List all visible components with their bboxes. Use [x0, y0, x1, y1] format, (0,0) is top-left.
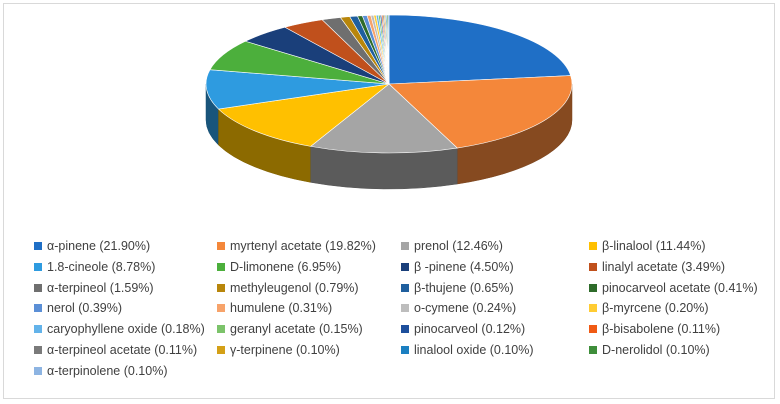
- legend-swatch: [401, 346, 409, 354]
- legend-swatch: [34, 262, 42, 271]
- legend-label: α-pinene (21.90%): [47, 239, 151, 253]
- legend-swatch: [217, 242, 225, 250]
- legend-item: 1.8-cineole (8.78%): [34, 258, 155, 276]
- legend-swatch: [589, 325, 597, 334]
- legend-label: pinocarveol (0.12%): [414, 322, 526, 337]
- legend-item: β-thujene (0.65%): [401, 279, 514, 297]
- legend-swatch: [589, 262, 597, 271]
- pie-slice-2: [309, 83, 458, 154]
- legend-label: D-nerolidol (0.10%): [602, 343, 710, 357]
- legend-item: β-linalool (11.44%): [589, 237, 706, 255]
- pie-slice-1: [388, 75, 573, 149]
- legend-item: caryophyllene oxide (0.18%): [34, 320, 205, 338]
- legend-item: D-nerolidol (0.10%): [589, 341, 710, 359]
- legend-swatch: [401, 242, 409, 250]
- legend-item: nerol (0.39%): [34, 299, 122, 317]
- legend-label: 1.8-cineole (8.78%): [47, 259, 156, 274]
- legend-item: pinocarveol (0.12%): [401, 320, 525, 338]
- legend-swatch: [217, 346, 225, 354]
- legend-swatch: [401, 325, 409, 334]
- legend-label: o-cymene (0.24%): [414, 301, 517, 316]
- legend-label: β-bisabolene (0.11%): [602, 322, 721, 337]
- legend-label: pinocarveol acetate (0.41%): [602, 280, 758, 295]
- legend-item: linalool oxide (0.10%): [401, 341, 534, 359]
- legend-label: α-terpinolene (0.10%): [47, 363, 168, 378]
- legend-item: linalyl acetate (3.49%): [589, 258, 725, 276]
- legend-item: myrtenyl acetate (19.82%): [217, 237, 376, 255]
- legend-label: myrtenyl acetate (19.82%): [230, 239, 376, 253]
- pie-slice-3: [217, 83, 391, 147]
- legend-label: linalool oxide (0.10%): [414, 343, 534, 357]
- legend-label: β -pinene (4.50%): [414, 259, 514, 274]
- legend-item: D-limonene (6.95%): [217, 258, 341, 276]
- pie-slice-4: [205, 69, 390, 110]
- legend-label: D-limonene (6.95%): [230, 259, 342, 274]
- legend-swatch: [589, 242, 597, 250]
- pie-slice-0: [388, 14, 572, 85]
- legend-item: methyleugenol (0.79%): [217, 279, 359, 297]
- legend-label: α-terpineol (1.59%): [47, 280, 154, 295]
- legend-swatch: [34, 366, 42, 375]
- legend-item: α-terpinolene (0.10%): [34, 362, 167, 380]
- legend-item: α-pinene (21.90%): [34, 237, 150, 255]
- legend-item: β-myrcene (0.20%): [589, 299, 709, 317]
- pie-slice-24: [387, 14, 390, 85]
- legend-label: methyleugenol (0.79%): [230, 280, 359, 295]
- legend-item: geranyl acetate (0.15%): [217, 320, 363, 338]
- legend-item: β-bisabolene (0.11%): [589, 320, 720, 338]
- legend-label: β-thujene (0.65%): [414, 280, 514, 295]
- legend-item: o-cymene (0.24%): [401, 299, 516, 317]
- legend-label: γ-terpinene (0.10%): [230, 343, 340, 357]
- legend-label: linalyl acetate (3.49%): [602, 259, 725, 274]
- legend-label: nerol (0.39%): [47, 301, 123, 316]
- legend-item: γ-terpinene (0.10%): [217, 341, 340, 359]
- legend-swatch: [401, 304, 409, 313]
- legend-label: prenol (12.46%): [414, 239, 503, 253]
- legend-swatch: [401, 283, 409, 292]
- legend-swatch: [589, 283, 597, 292]
- legend-label: humulene (0.31%): [230, 301, 333, 316]
- legend-swatch: [217, 304, 225, 313]
- legend-label: α-terpineol acetate (0.11%): [47, 343, 198, 357]
- legend-swatch: [34, 283, 42, 292]
- legend-swatch: [34, 242, 42, 250]
- legend-label: caryophyllene oxide (0.18%): [47, 322, 205, 337]
- legend-item: α-terpineol acetate (0.11%): [34, 341, 197, 359]
- legend-swatch: [589, 304, 597, 313]
- legend-item: α-terpineol (1.59%): [34, 279, 154, 297]
- legend-swatch: [589, 346, 597, 354]
- legend-label: β-myrcene (0.20%): [602, 301, 709, 316]
- legend-label: β-linalool (11.44%): [602, 239, 706, 253]
- legend-item: prenol (12.46%): [401, 237, 503, 255]
- legend-item: β -pinene (4.50%): [401, 258, 514, 276]
- legend-swatch: [401, 262, 409, 271]
- legend-swatch: [217, 283, 225, 292]
- legend-label: geranyl acetate (0.15%): [230, 322, 363, 337]
- legend-swatch: [34, 325, 42, 334]
- legend-item: humulene (0.31%): [217, 299, 332, 317]
- legend-item: pinocarveol acetate (0.41%): [589, 279, 758, 297]
- legend-swatch: [34, 304, 42, 313]
- chart-frame: α-pinene (21.90%) myrtenyl acetate (19.82…: [3, 3, 775, 399]
- legend-swatch: [34, 346, 42, 354]
- legend-swatch: [217, 325, 225, 334]
- pie-chart: [205, 14, 573, 190]
- legend-swatch: [217, 262, 225, 271]
